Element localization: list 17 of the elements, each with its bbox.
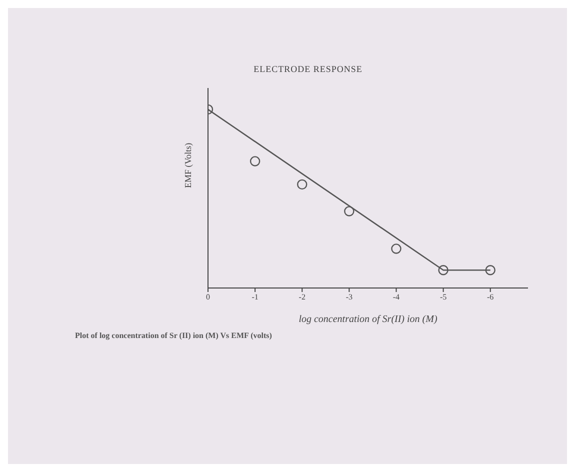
x-tick-label: -3 xyxy=(346,292,353,302)
text: Plot of log concentration of Sr (II) ion (M) Vs EMF (volts) xyxy=(75,331,272,340)
x-tick-label: -6 xyxy=(487,292,494,302)
point xyxy=(297,179,308,190)
point xyxy=(250,156,260,166)
chart-title: ELECTRODE RESPONSE xyxy=(252,64,364,74)
x-axis-title: log concentration of Sr(II) ion (M) xyxy=(298,314,438,325)
point xyxy=(485,265,496,276)
y-axis-title: EMF (Volts) xyxy=(183,142,194,188)
point xyxy=(391,244,402,254)
x-tick-label: -5 xyxy=(440,292,447,302)
x-tick-label: -4 xyxy=(392,292,400,302)
point xyxy=(344,206,354,216)
x-tick-label: -1 xyxy=(252,292,258,302)
x-tick-label: -2 xyxy=(298,292,306,302)
x-tick-label: 0 xyxy=(206,292,210,302)
point xyxy=(438,265,448,276)
